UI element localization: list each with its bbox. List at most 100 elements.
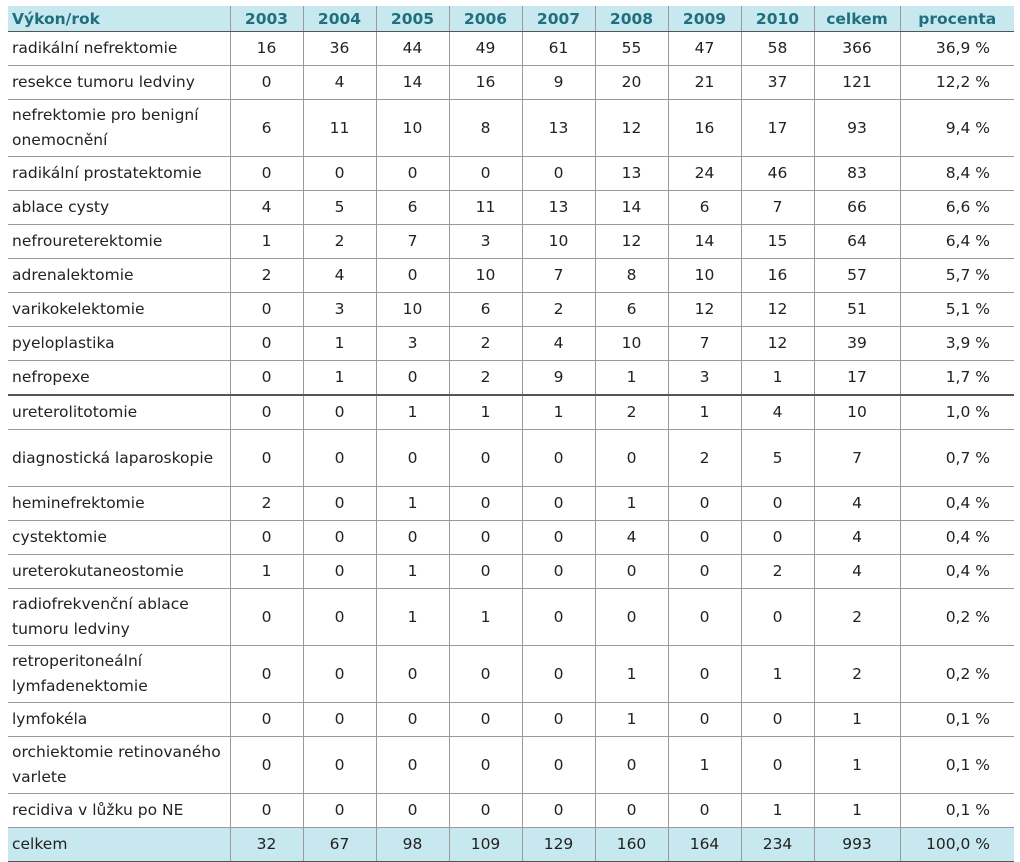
year-count-cell: 0 bbox=[740, 702, 814, 737]
year-count-cell: 1 bbox=[302, 360, 376, 396]
year-count-cell: 10 bbox=[667, 258, 741, 293]
year-count-cell: 0 bbox=[521, 554, 595, 589]
year-count-cell: 1 bbox=[740, 360, 814, 396]
table-row: radikální nefrektomie 16 36 44 49 61 55 47 58 366… bbox=[8, 31, 1014, 66]
procedure-name: retroperitoneální lymfadenektomie bbox=[8, 645, 230, 703]
year-count-cell: 12 bbox=[667, 292, 741, 327]
table-row: radikální prostatektomie 0 0 0 0 0 13 24 46 83 8,4… bbox=[8, 156, 1014, 191]
percent-cell: 6,4 % bbox=[899, 224, 1014, 259]
total-cell: 4 bbox=[813, 554, 900, 589]
year-count-cell: 6 bbox=[229, 99, 303, 157]
year-count-cell: 4 bbox=[740, 395, 814, 430]
year-count-cell: 8 bbox=[448, 99, 522, 157]
year-count-cell: 1 bbox=[594, 360, 668, 396]
total-cell: 1 bbox=[813, 793, 900, 828]
percent-cell: 0,4 % bbox=[899, 554, 1014, 589]
year-count-cell: 1 bbox=[375, 554, 449, 589]
year-count-cell: 1 bbox=[594, 645, 668, 703]
year-count-cell: 1 bbox=[740, 793, 814, 828]
percent-cell: 0,2 % bbox=[899, 645, 1014, 703]
total-cell: 4 bbox=[813, 486, 900, 521]
year-count-cell: 0 bbox=[375, 702, 449, 737]
year-count-cell: 0 bbox=[740, 588, 814, 646]
year-count-cell: 1 bbox=[229, 224, 303, 259]
table-row: varikokelektomie 0 3 10 6 2 6 12 12 51 5,1 % bbox=[8, 292, 1014, 327]
year-count-cell: 12 bbox=[594, 99, 668, 157]
year-count-cell: 0 bbox=[229, 793, 303, 828]
year-count-cell: 98 bbox=[375, 827, 449, 862]
year-count-cell: 16 bbox=[667, 99, 741, 157]
year-count-cell: 2 bbox=[229, 486, 303, 521]
year-count-cell: 0 bbox=[375, 258, 449, 293]
year-count-cell: 1 bbox=[594, 702, 668, 737]
year-count-cell: 0 bbox=[229, 360, 303, 396]
year-count-cell: 0 bbox=[448, 554, 522, 589]
year-count-cell: 4 bbox=[302, 258, 376, 293]
year-count-cell: 0 bbox=[302, 645, 376, 703]
year-count-cell: 0 bbox=[521, 702, 595, 737]
year-count-cell: 0 bbox=[448, 702, 522, 737]
year-count-cell: 5 bbox=[302, 190, 376, 225]
total-cell: 7 bbox=[813, 429, 900, 487]
year-count-cell: 32 bbox=[229, 827, 303, 862]
year-count-cell: 0 bbox=[229, 702, 303, 737]
year-count-cell: 11 bbox=[302, 99, 376, 157]
year-count-cell: 0 bbox=[521, 520, 595, 555]
year-count-cell: 0 bbox=[667, 645, 741, 703]
year-count-cell: 0 bbox=[375, 520, 449, 555]
year-count-cell: 15 bbox=[740, 224, 814, 259]
year-count-cell: 0 bbox=[448, 520, 522, 555]
year-count-cell: 0 bbox=[229, 292, 303, 327]
total-cell: 366 bbox=[813, 31, 900, 66]
year-count-cell: 49 bbox=[448, 31, 522, 66]
year-count-cell: 14 bbox=[667, 224, 741, 259]
year-count-cell: 9 bbox=[521, 65, 595, 100]
year-count-cell: 2 bbox=[302, 224, 376, 259]
year-count-cell: 0 bbox=[302, 429, 376, 487]
header-total: celkem bbox=[813, 6, 900, 32]
table-row: ureterokutaneostomie 1 0 1 0 0 0 0 2 4 0,4 % bbox=[8, 554, 1014, 589]
procedure-name: adrenalektomie bbox=[8, 258, 230, 293]
year-count-cell: 0 bbox=[667, 793, 741, 828]
percent-cell: 0,4 % bbox=[899, 486, 1014, 521]
year-count-cell: 1 bbox=[302, 326, 376, 361]
table-row: ureterolitotomie 0 0 1 1 1 2 1 4 10 1,0 % bbox=[8, 395, 1014, 430]
year-count-cell: 0 bbox=[667, 486, 741, 521]
percent-cell: 3,9 % bbox=[899, 326, 1014, 361]
total-cell: 64 bbox=[813, 224, 900, 259]
year-count-cell: 1 bbox=[448, 395, 522, 430]
procedure-name: nefroureterektomie bbox=[8, 224, 230, 259]
table-row: orchiektomie retinovaného varlete 0 0 0 0 0 0 1… bbox=[8, 736, 1014, 794]
year-count-cell: 0 bbox=[740, 736, 814, 794]
year-count-cell: 1 bbox=[229, 554, 303, 589]
year-count-cell: 4 bbox=[594, 520, 668, 555]
year-count-cell: 6 bbox=[375, 190, 449, 225]
procedure-name: celkem bbox=[8, 827, 230, 862]
year-count-cell: 10 bbox=[375, 99, 449, 157]
year-count-cell: 0 bbox=[229, 326, 303, 361]
year-count-cell: 0 bbox=[375, 156, 449, 191]
year-count-cell: 1 bbox=[448, 588, 522, 646]
table-container: Výkon/rok 2003 2004 2005 2006 2007 2008 … bbox=[8, 6, 1014, 862]
table-row: pyeloplastika 0 1 3 2 4 10 7 12 39 3,9 % bbox=[8, 326, 1014, 361]
total-cell: 993 bbox=[813, 827, 900, 862]
table-row: nefrektomie pro benigní onemocnění 6 11 10 8… bbox=[8, 99, 1014, 157]
year-count-cell: 4 bbox=[229, 190, 303, 225]
year-count-cell: 24 bbox=[667, 156, 741, 191]
header-procedure-year: Výkon/rok bbox=[8, 6, 230, 32]
year-count-cell: 8 bbox=[594, 258, 668, 293]
year-count-cell: 109 bbox=[448, 827, 522, 862]
percent-cell: 8,4 % bbox=[899, 156, 1014, 191]
header-2005: 2005 bbox=[375, 6, 449, 32]
table-row: nefroureterektomie 1 2 7 3 10 12 14 15 64 6,4 % bbox=[8, 224, 1014, 259]
total-cell: 2 bbox=[813, 645, 900, 703]
year-count-cell: 2 bbox=[594, 395, 668, 430]
table-body: radikální nefrektomie 16 36 44 49 61 55 47 58 366… bbox=[8, 31, 1014, 862]
year-count-cell: 0 bbox=[448, 486, 522, 521]
year-count-cell: 164 bbox=[667, 827, 741, 862]
year-count-cell: 0 bbox=[448, 793, 522, 828]
procedure-name: pyeloplastika bbox=[8, 326, 230, 361]
year-count-cell: 7 bbox=[521, 258, 595, 293]
total-row: celkem 32 67 98 109 129 160 164 234 993 100,0 % bbox=[8, 827, 1014, 862]
table-row: lymfokéla 0 0 0 0 0 1 0 0 1 0,1 % bbox=[8, 702, 1014, 737]
